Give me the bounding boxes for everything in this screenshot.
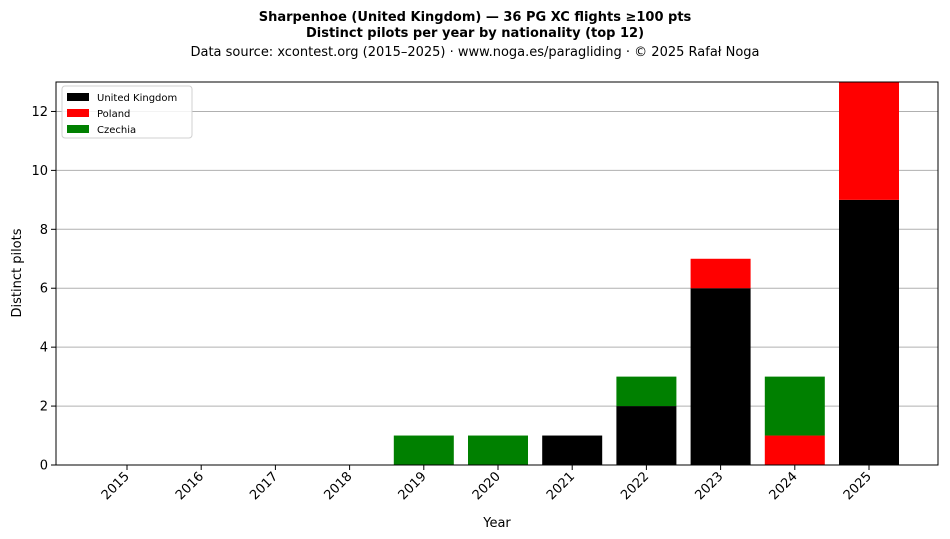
y-axis-label: Distinct pilots	[10, 228, 25, 317]
x-tick-label: 2023	[692, 469, 726, 503]
legend-label: Poland	[97, 109, 130, 120]
bar-segment	[839, 82, 899, 200]
bar-segment	[764, 376, 825, 436]
bar-segment	[690, 258, 751, 289]
y-tick-label: 10	[31, 164, 48, 179]
x-tick-label: 2016	[173, 469, 207, 503]
y-tick-label: 2	[40, 400, 48, 415]
y-tick-label: 6	[40, 282, 48, 297]
legend-label: United Kingdom	[97, 93, 177, 104]
plot-frame	[55, 81, 939, 466]
y-ticks: 0 2 4 6 8 10 12	[31, 105, 56, 474]
x-tick-label: 2024	[767, 469, 801, 503]
x-tick-label: 2022	[618, 469, 652, 503]
x-axis-label: Year	[482, 516, 511, 531]
y-tick-label: 8	[40, 223, 48, 238]
bar-segment	[616, 376, 677, 407]
bar-segment	[839, 199, 899, 465]
x-tick-label: 2017	[247, 469, 281, 503]
x-tick-label: 2019	[396, 469, 430, 503]
grid-lines	[56, 110, 938, 407]
chart-source: Data source: xcontest.org (2015–2025) · …	[190, 45, 759, 60]
x-tick-label: 2025	[841, 469, 875, 503]
legend: United Kingdom Poland Czechia	[61, 85, 193, 139]
legend-swatch	[67, 93, 89, 101]
legend-label: Czechia	[97, 125, 136, 136]
y-tick-label: 12	[31, 105, 48, 120]
bar-segment	[542, 435, 603, 465]
bar-segment	[616, 406, 677, 465]
chart-title: Sharpenhoe (United Kingdom) — 36 PG XC f…	[259, 10, 692, 25]
chart-subtitle: Distinct pilots per year by nationality …	[306, 26, 644, 41]
bar-segment	[690, 288, 751, 465]
x-tick-label: 2015	[99, 469, 133, 503]
bar-segment	[468, 435, 528, 465]
legend-swatch	[67, 125, 89, 133]
bars	[393, 82, 899, 465]
bar-segment	[393, 435, 454, 465]
x-tick-label: 2021	[544, 469, 578, 503]
y-tick-label: 0	[40, 459, 48, 474]
x-ticks: 2015 2016 2017 2018 2019 2020 2021 2022 2023 2024…	[99, 465, 875, 503]
x-tick-label: 2020	[470, 469, 504, 503]
legend-box	[61, 85, 193, 139]
y-tick-label: 4	[40, 341, 48, 356]
bar-segment	[764, 435, 825, 465]
legend-swatch	[67, 109, 89, 117]
x-tick-label: 2018	[321, 469, 355, 503]
